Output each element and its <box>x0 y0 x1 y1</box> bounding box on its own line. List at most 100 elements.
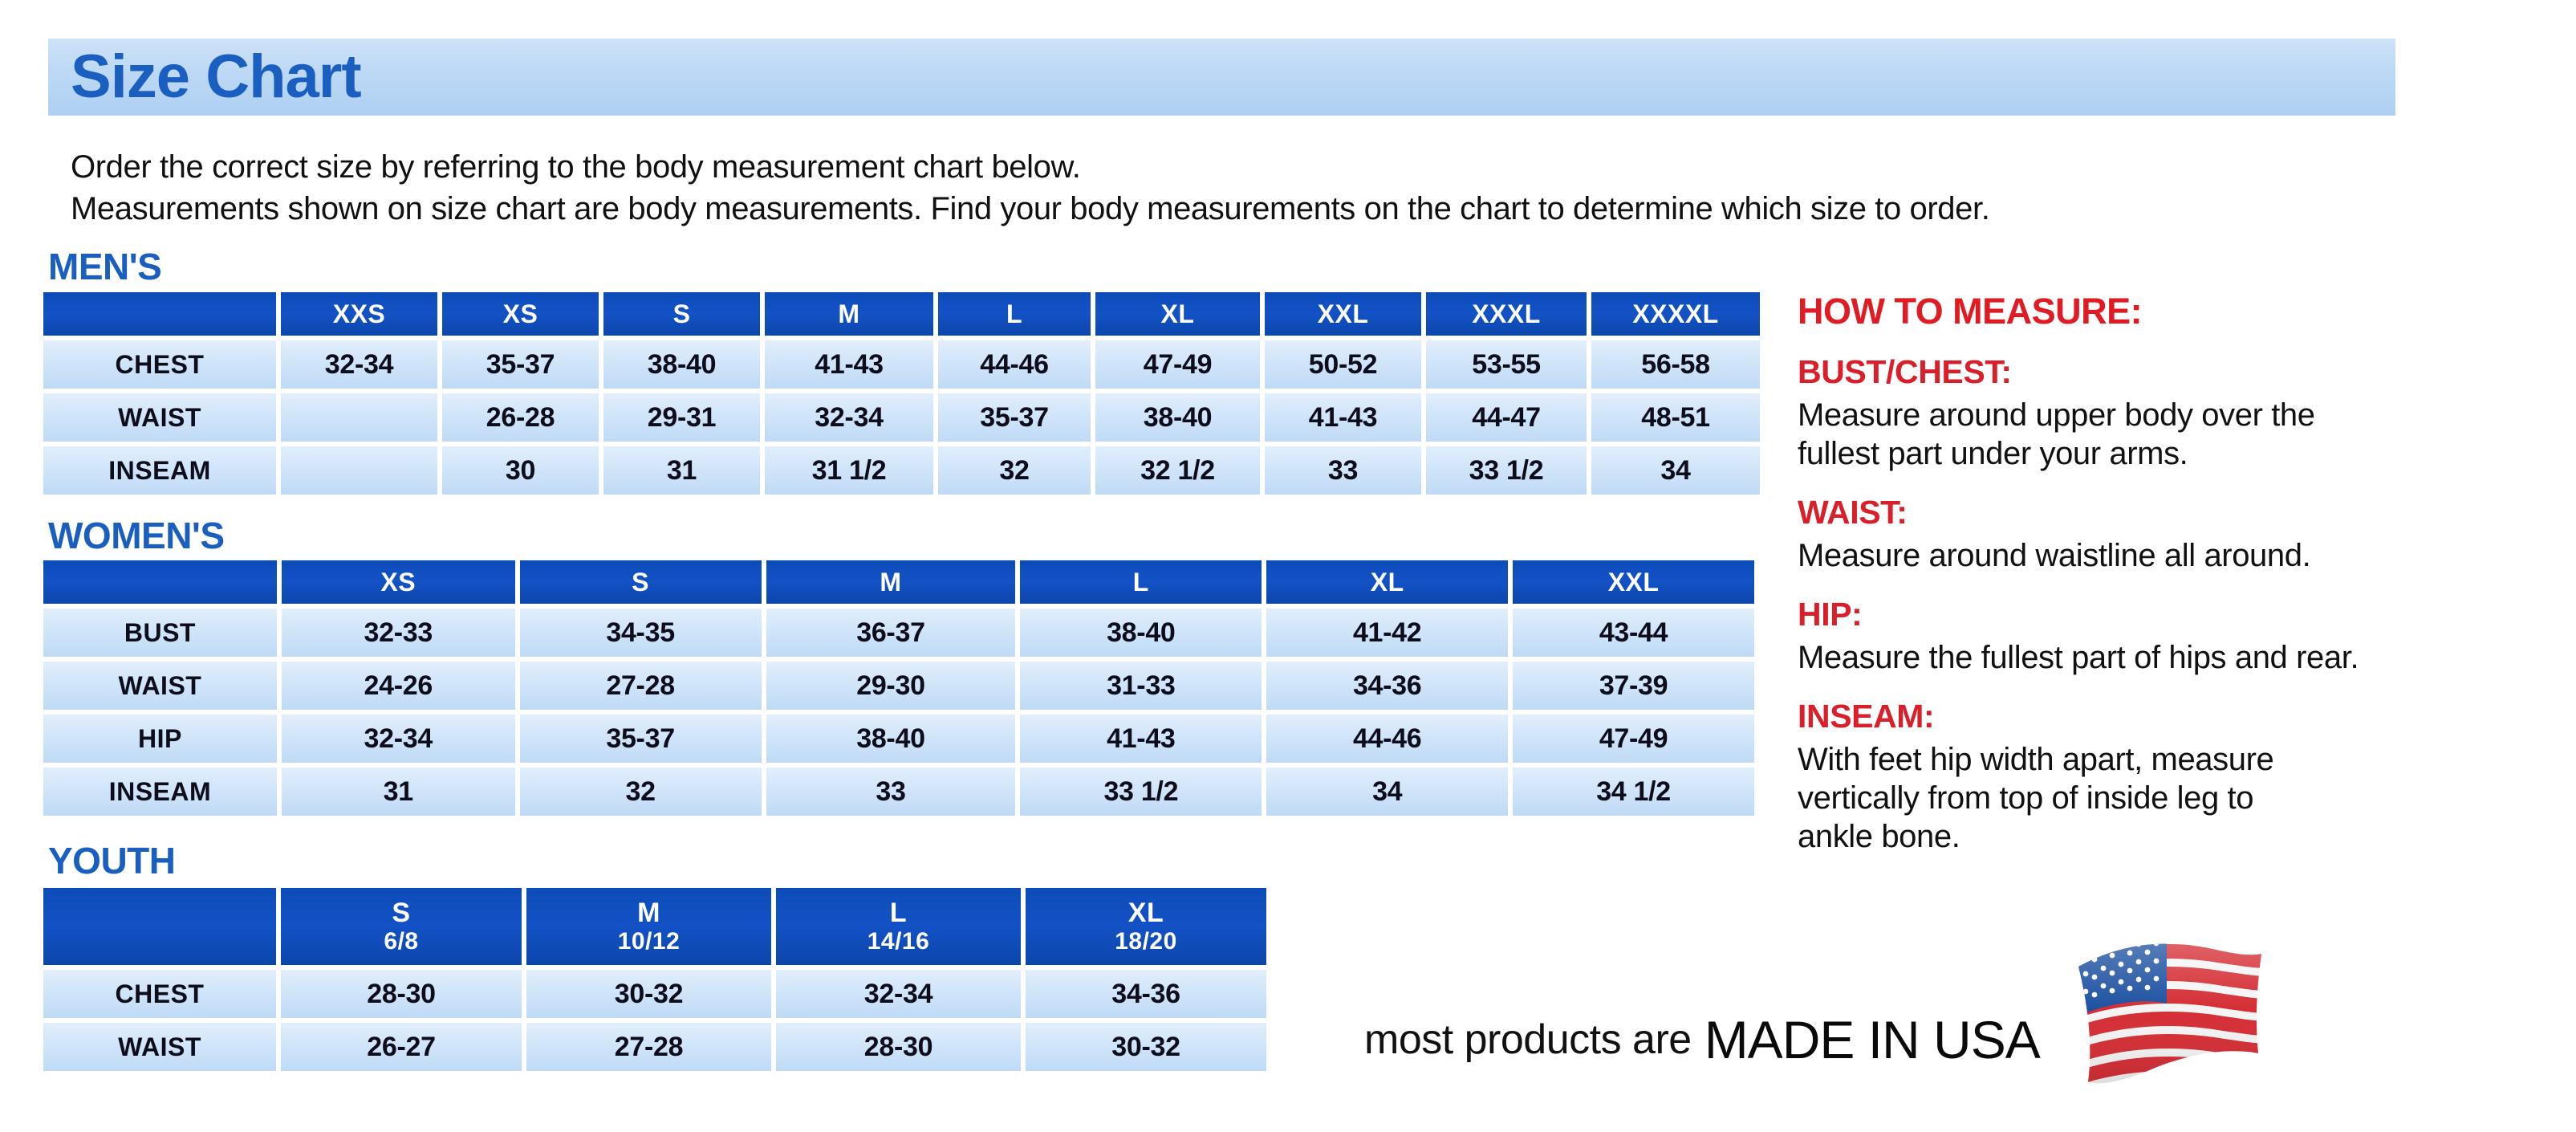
usa-flag-icon <box>2078 943 2261 1084</box>
measure-desc-bust-chest-line2: fullest part under your arms. <box>1798 436 2188 471</box>
mens-cell-0-7: 50-52 <box>1265 340 1421 389</box>
womens-cell-2-1: 32-34 <box>281 715 515 763</box>
measure-desc-bust-chest: Measure around upper body over the fulle… <box>1798 396 2552 473</box>
womens-cell-3-1: 31 <box>281 768 515 816</box>
mens-col-header-0: XXS <box>281 292 437 336</box>
womens-size-table: XS S M L XL XXL BUST 32-33 34-35 36-37 3… <box>39 556 1759 820</box>
how-to-measure-title: HOW TO MEASURE: <box>1798 291 2143 332</box>
mens-cell-0-1: 32-34 <box>281 340 437 389</box>
mens-cell-2-1 <box>281 446 437 495</box>
table-row: BUST 32-33 34-35 36-37 38-40 41-42 43-44 <box>43 609 1754 657</box>
youth-col-header-1: M 10/12 <box>526 888 771 965</box>
youth-size-label-2: L <box>889 898 908 928</box>
mens-col-header-3: M <box>765 292 933 336</box>
mens-cell-0-6: 47-49 <box>1095 340 1260 389</box>
womens-col-header-0: XS <box>281 560 515 604</box>
mens-col-header-7: XXXL <box>1426 292 1587 336</box>
table-row: WAIST 26-28 29-31 32-34 35-37 38-40 41-4… <box>43 393 1760 442</box>
youth-size-label-3: XL <box>1128 898 1164 928</box>
measure-term-bust-chest: BUST/CHEST: <box>1798 353 2012 390</box>
section-title-youth: YOUTH <box>48 840 176 882</box>
mens-col-header-4: L <box>938 292 1091 336</box>
intro-line-2: Measurements shown on size chart are bod… <box>71 191 1990 226</box>
mens-cell-2-9: 34 <box>1591 446 1760 495</box>
section-title-mens: MEN'S <box>48 246 162 287</box>
womens-cell-2-4: 41-43 <box>1020 715 1262 763</box>
mens-size-table: XXS XS S M L XL XXL XXXL XXXXL CHEST 32-… <box>39 287 1765 499</box>
youth-row-label-0: CHEST <box>43 970 276 1018</box>
womens-cell-1-3: 29-30 <box>766 662 1016 710</box>
table-row: INSEAM 30 31 31 1/2 32 32 1/2 33 33 1/2 … <box>43 446 1760 495</box>
youth-col-header-2: L 14/16 <box>776 888 1021 965</box>
table-row: WAIST 24-26 27-28 29-30 31-33 34-36 37-3… <box>43 662 1754 710</box>
mens-cell-2-5: 32 <box>938 446 1091 495</box>
table-row: HIP 32-34 35-37 38-40 41-43 44-46 47-49 <box>43 715 1754 763</box>
table-header-row: XXS XS S M L XL XXL XXXL XXXXL <box>43 292 1760 336</box>
measure-desc-hip: Measure the fullest part of hips and rea… <box>1798 638 2552 677</box>
measure-term-waist: WAIST: <box>1798 494 1908 531</box>
how-to-measure-panel: HOW TO MEASURE: BUST/CHEST: Measure arou… <box>1798 291 2552 856</box>
womens-cell-0-3: 36-37 <box>766 609 1016 657</box>
mens-row-label-2: INSEAM <box>43 446 276 495</box>
made-in-usa-block: most products are MADE IN USA <box>1364 943 2273 1101</box>
mens-cell-0-5: 44-46 <box>938 340 1091 389</box>
table-header-row: S 6/8 M 10/12 L 14/16 XL 18/20 <box>43 888 1266 965</box>
youth-size-label-0: S <box>392 898 411 928</box>
youth-cell-0-1: 28-30 <box>281 970 522 1018</box>
womens-cell-1-2: 27-28 <box>519 662 762 710</box>
womens-cell-3-3: 33 <box>766 768 1016 816</box>
mens-header-corner <box>43 292 276 336</box>
measure-desc-inseam-line2: vertically from top of inside leg to <box>1798 780 2254 816</box>
womens-cell-0-5: 41-42 <box>1266 609 1509 657</box>
youth-cell-1-2: 27-28 <box>526 1023 771 1071</box>
womens-cell-1-6: 37-39 <box>1513 662 1754 710</box>
mens-cell-1-2: 26-28 <box>442 393 599 442</box>
section-title-womens: WOMEN'S <box>48 515 225 556</box>
measure-desc-inseam-line3: ankle bone. <box>1798 819 1960 854</box>
womens-cell-1-5: 34-36 <box>1266 662 1509 710</box>
youth-row-label-1: WAIST <box>43 1023 276 1071</box>
womens-col-header-2: M <box>766 560 1016 604</box>
mens-cell-0-4: 41-43 <box>765 340 933 389</box>
youth-size-sub-1: 10/12 <box>617 928 681 955</box>
measure-desc-waist-line1: Measure around waistline all around. <box>1798 538 2311 573</box>
womens-cell-3-6: 34 1/2 <box>1513 768 1754 816</box>
table-row: CHEST 28-30 30-32 32-34 34-36 <box>43 970 1266 1018</box>
womens-cell-0-4: 38-40 <box>1020 609 1262 657</box>
mens-row-label-1: WAIST <box>43 393 276 442</box>
measure-term-inseam: INSEAM: <box>1798 698 1935 735</box>
mens-cell-0-3: 38-40 <box>603 340 760 389</box>
table-row: WAIST 26-27 27-28 28-30 30-32 <box>43 1023 1266 1071</box>
womens-row-label-3: INSEAM <box>43 768 277 816</box>
mens-cell-0-2: 35-37 <box>442 340 599 389</box>
womens-cell-3-4: 33 1/2 <box>1020 768 1262 816</box>
mens-cell-1-3: 29-31 <box>603 393 760 442</box>
table-row: CHEST 32-34 35-37 38-40 41-43 44-46 47-4… <box>43 340 1760 389</box>
intro-line-1: Order the correct size by referring to t… <box>71 149 1081 185</box>
womens-cell-3-5: 34 <box>1266 768 1509 816</box>
mens-cell-1-6: 38-40 <box>1095 393 1260 442</box>
mens-cell-1-8: 44-47 <box>1426 393 1587 442</box>
youth-size-sub-0: 6/8 <box>384 928 419 955</box>
mens-col-header-5: XL <box>1095 292 1260 336</box>
womens-row-label-0: BUST <box>43 609 277 657</box>
womens-col-header-3: L <box>1020 560 1262 604</box>
womens-cell-0-2: 34-35 <box>519 609 762 657</box>
mens-cell-0-8: 53-55 <box>1426 340 1587 389</box>
womens-cell-0-1: 32-33 <box>281 609 515 657</box>
youth-cell-1-3: 28-30 <box>776 1023 1021 1071</box>
youth-col-header-0: S 6/8 <box>281 888 522 965</box>
youth-cell-0-3: 32-34 <box>776 970 1021 1018</box>
page-header-banner <box>48 39 2395 116</box>
womens-cell-2-3: 38-40 <box>766 715 1016 763</box>
youth-size-sub-2: 14/16 <box>867 928 930 955</box>
womens-col-header-4: XL <box>1266 560 1509 604</box>
youth-col-header-3: XL 18/20 <box>1026 888 1266 965</box>
intro-paragraph: Order the correct size by referring to t… <box>71 146 2430 230</box>
youth-size-sub-3: 18/20 <box>1115 928 1177 955</box>
youth-cell-1-1: 26-27 <box>281 1023 522 1071</box>
youth-size-table: S 6/8 M 10/12 L 14/16 XL 18/20 CHEST 28-… <box>39 883 1271 1076</box>
measure-desc-bust-chest-line1: Measure around upper body over the <box>1798 397 2315 433</box>
womens-cell-1-4: 31-33 <box>1020 662 1262 710</box>
youth-cell-1-4: 30-32 <box>1026 1023 1266 1071</box>
